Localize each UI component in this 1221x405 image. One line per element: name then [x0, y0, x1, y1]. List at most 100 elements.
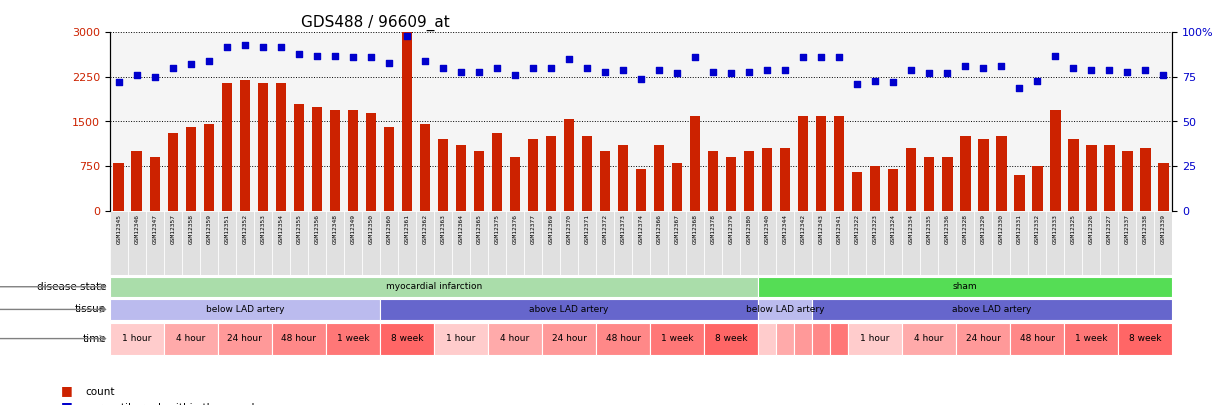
- Point: [325, 52, 344, 59]
- FancyBboxPatch shape: [488, 211, 505, 275]
- Text: GSM12364: GSM12364: [458, 214, 464, 244]
- FancyBboxPatch shape: [200, 211, 217, 275]
- Text: GSM12341: GSM12341: [836, 214, 841, 244]
- FancyBboxPatch shape: [433, 211, 452, 275]
- Text: above LAD artery: above LAD artery: [952, 305, 1032, 314]
- Text: GSM12332: GSM12332: [1034, 214, 1039, 244]
- Text: 1 hour: 1 hour: [447, 334, 476, 343]
- Text: GSM12351: GSM12351: [225, 214, 230, 244]
- Text: GSM12375: GSM12375: [495, 214, 499, 244]
- Bar: [546, 136, 557, 211]
- Bar: [437, 139, 448, 211]
- Point: [685, 54, 705, 61]
- FancyBboxPatch shape: [1065, 211, 1082, 275]
- FancyBboxPatch shape: [433, 322, 488, 355]
- Text: GSM12372: GSM12372: [602, 214, 608, 244]
- Text: GSM12380: GSM12380: [746, 214, 752, 244]
- Point: [1117, 68, 1137, 75]
- FancyBboxPatch shape: [1065, 322, 1118, 355]
- Text: GSM12377: GSM12377: [530, 214, 536, 244]
- Point: [380, 60, 399, 66]
- FancyBboxPatch shape: [938, 211, 956, 275]
- Point: [164, 65, 183, 71]
- Text: GSM12339: GSM12339: [1161, 214, 1166, 244]
- FancyBboxPatch shape: [794, 211, 812, 275]
- Bar: [1158, 163, 1168, 211]
- FancyBboxPatch shape: [993, 211, 1010, 275]
- FancyBboxPatch shape: [812, 299, 1172, 320]
- FancyBboxPatch shape: [614, 211, 632, 275]
- FancyBboxPatch shape: [164, 211, 182, 275]
- Text: GSM12359: GSM12359: [206, 214, 211, 244]
- Point: [973, 65, 993, 71]
- Text: 4 hour: 4 hour: [176, 334, 205, 343]
- Text: GSM12334: GSM12334: [908, 214, 913, 244]
- FancyBboxPatch shape: [344, 211, 361, 275]
- FancyBboxPatch shape: [650, 211, 668, 275]
- Text: GSM12344: GSM12344: [783, 214, 788, 244]
- Text: 8 week: 8 week: [391, 334, 424, 343]
- Point: [578, 65, 597, 71]
- Text: GSM12326: GSM12326: [1089, 214, 1094, 244]
- FancyBboxPatch shape: [145, 211, 164, 275]
- Point: [559, 56, 579, 62]
- Bar: [276, 83, 287, 211]
- Point: [811, 54, 830, 61]
- FancyBboxPatch shape: [1118, 211, 1137, 275]
- Bar: [167, 133, 178, 211]
- Point: [667, 70, 686, 77]
- Point: [991, 63, 1011, 70]
- Text: GSM12354: GSM12354: [278, 214, 283, 244]
- Point: [847, 81, 867, 87]
- Bar: [1067, 139, 1078, 211]
- Point: [181, 61, 200, 68]
- FancyBboxPatch shape: [740, 211, 758, 275]
- Point: [487, 65, 507, 71]
- Text: 48 hour: 48 hour: [606, 334, 641, 343]
- Bar: [744, 151, 755, 211]
- Bar: [149, 157, 160, 211]
- Point: [308, 52, 327, 59]
- Text: GSM12363: GSM12363: [441, 214, 446, 244]
- Text: GSM12324: GSM12324: [890, 214, 895, 244]
- FancyBboxPatch shape: [632, 211, 650, 275]
- FancyBboxPatch shape: [578, 211, 596, 275]
- FancyBboxPatch shape: [596, 211, 614, 275]
- FancyBboxPatch shape: [830, 211, 849, 275]
- Bar: [492, 133, 502, 211]
- Bar: [780, 148, 790, 211]
- FancyBboxPatch shape: [326, 211, 344, 275]
- Point: [271, 43, 291, 50]
- FancyBboxPatch shape: [902, 322, 956, 355]
- Bar: [402, 32, 413, 211]
- Text: GSM12357: GSM12357: [171, 214, 176, 244]
- Text: above LAD artery: above LAD artery: [530, 305, 609, 314]
- Point: [397, 33, 416, 39]
- Text: 1 hour: 1 hour: [122, 334, 151, 343]
- Point: [901, 66, 921, 73]
- Point: [199, 58, 219, 64]
- FancyBboxPatch shape: [812, 322, 830, 355]
- Text: GSM12355: GSM12355: [297, 214, 302, 244]
- FancyBboxPatch shape: [1100, 211, 1118, 275]
- Text: GSM12365: GSM12365: [476, 214, 481, 244]
- Point: [613, 66, 632, 73]
- FancyBboxPatch shape: [128, 211, 145, 275]
- Text: GSM12322: GSM12322: [855, 214, 860, 244]
- Text: GSM12335: GSM12335: [927, 214, 932, 244]
- Text: sham: sham: [952, 282, 978, 291]
- FancyBboxPatch shape: [705, 211, 722, 275]
- FancyBboxPatch shape: [777, 211, 794, 275]
- FancyBboxPatch shape: [921, 211, 938, 275]
- Text: 1 hour: 1 hour: [861, 334, 890, 343]
- Bar: [258, 83, 269, 211]
- FancyBboxPatch shape: [866, 211, 884, 275]
- FancyBboxPatch shape: [668, 211, 686, 275]
- Bar: [672, 163, 683, 211]
- Bar: [869, 166, 880, 211]
- FancyBboxPatch shape: [217, 322, 272, 355]
- Bar: [420, 124, 430, 211]
- Text: 4 hour: 4 hour: [915, 334, 944, 343]
- Text: 1 week: 1 week: [661, 334, 694, 343]
- Bar: [852, 172, 862, 211]
